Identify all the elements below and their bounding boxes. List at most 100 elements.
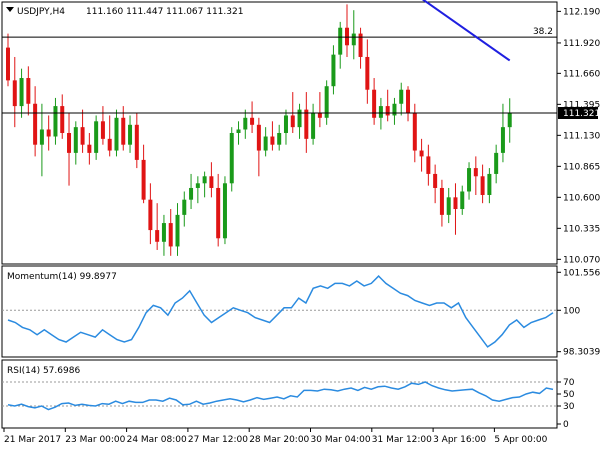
rsi-tick-label: 30 [563, 402, 575, 412]
candle-body-bear [412, 113, 417, 151]
candle-body-bear [216, 187, 221, 239]
candle-body-bear [256, 124, 261, 151]
candle-body-bull [202, 176, 207, 184]
chart-ohlc-values: 111.160 111.447 111.067 111.321 [86, 7, 243, 17]
candle-body-bull [53, 106, 58, 137]
momentum-pane: 101.5566 100 98.3039 [2, 268, 600, 358]
candle-body-bear [473, 168, 478, 177]
candle-body-bull [236, 129, 241, 133]
price-tick-label: 112.190 [563, 7, 600, 17]
candle-body-bear [209, 176, 214, 188]
rsi-tick-label: 70 [563, 378, 575, 388]
candle-body-bull [311, 113, 316, 139]
candle-body-bear [433, 173, 438, 188]
time-tick-label: 28 Mar 20:00 [249, 435, 309, 445]
candle-body-bull [39, 129, 44, 145]
candle-body-bull [500, 127, 505, 153]
price-tick-label: 111.130 [563, 131, 600, 141]
momentum-tick-label: 98.3039 [563, 348, 600, 358]
candle-body-bull [182, 199, 187, 215]
rsi-pane-frame [1, 359, 558, 429]
candle-body-bear [134, 124, 139, 160]
candle-body-bull [283, 115, 288, 133]
candle-body-bull [189, 187, 194, 200]
current-price-tag-label: 111.321 [563, 109, 600, 119]
candle-body-bull [175, 214, 180, 247]
trend-line [421, 0, 511, 62]
candle-body-bull [467, 168, 472, 192]
candle-body-bull [331, 54, 336, 87]
candle-body-bear [12, 80, 17, 107]
time-tick-label: 23 Mar 00:00 [65, 435, 125, 445]
time-tick-label: 27 Mar 12:00 [188, 435, 248, 445]
rsi-tick-label: 50 [563, 390, 575, 400]
price-tick-label: 110.335 [563, 224, 600, 234]
candle-body-bear [372, 89, 377, 118]
candle-body-bull [277, 133, 282, 145]
rsi-tick-label: 0 [563, 420, 569, 430]
rsi-line [7, 381, 554, 411]
candle-body-bear [304, 109, 309, 139]
candle-body-bull [128, 124, 133, 145]
candle-body-bear [155, 230, 160, 242]
candle-body-bear [453, 197, 458, 210]
candle-body-bull [222, 183, 227, 239]
current-price-tag [558, 106, 598, 119]
price-tick-label: 110.865 [563, 162, 600, 172]
momentum-line [7, 275, 554, 348]
candle-body-bull [351, 33, 356, 46]
candle-body-bull [94, 121, 99, 153]
price-candles [6, 4, 512, 256]
candle-body-bear [141, 159, 146, 200]
candle-body-bull [392, 103, 397, 116]
candle-body-bull [507, 112, 512, 128]
candle-body-bull [338, 27, 343, 55]
time-tick-label: 30 Mar 04:00 [311, 435, 371, 445]
time-tick-label: 3 Apr 16:00 [433, 435, 486, 445]
candle-body-bear [317, 113, 322, 118]
candle-body-bear [6, 47, 10, 81]
candle-body-bull [494, 152, 499, 174]
time-tick-label: 21 Mar 2017 [4, 435, 61, 445]
chart-symbol-label: USDJPY,H4 [17, 7, 65, 17]
momentum-tick-label: 100 [563, 306, 580, 316]
candle-body-bear [121, 117, 126, 145]
candle-body-bear [365, 56, 370, 90]
candle-body-bear [168, 223, 173, 247]
momentum-pane-frame [1, 265, 558, 358]
candle-body-bear [100, 121, 105, 139]
candle-body-bull [243, 117, 248, 130]
candle-body-bear [426, 156, 431, 174]
rsi-pane: 70 50 30 0 [2, 378, 575, 430]
candle-body-bull [263, 136, 268, 151]
candle-body-bull [161, 223, 166, 242]
candle-body-bear [270, 136, 275, 145]
candle-body-bear [250, 117, 255, 125]
candle-body-bear [107, 138, 112, 151]
price-tick-label: 111.395 [563, 100, 600, 110]
time-tick-label: 24 Mar 08:00 [127, 435, 187, 445]
candle-body-bear [480, 176, 485, 195]
candle-body-bull [229, 133, 234, 184]
price-axis: 112.190 111.920 111.660 111.395 111.130 110.8… [557, 7, 600, 265]
fib-38-2-label: 38.2 [533, 27, 553, 37]
price-pane-frame [1, 1, 558, 265]
candle-body-bull [114, 117, 119, 151]
candle-body-bull [297, 109, 302, 128]
price-tick-label: 110.070 [563, 255, 600, 265]
candle-body-bear [80, 127, 85, 145]
price-tick-label: 111.920 [563, 39, 600, 49]
momentum-tick-label: 101.5566 [563, 268, 600, 278]
candle-body-bear [345, 27, 349, 46]
chart-header-arrow-icon [6, 7, 14, 12]
candle-body-bear [148, 199, 153, 231]
candle-body-bear [406, 89, 411, 114]
price-tick-label: 110.600 [563, 193, 600, 203]
price-tick-label: 111.660 [563, 69, 600, 79]
candle-body-bull [324, 86, 329, 118]
candle-body-bull [195, 183, 200, 188]
candle-body-bear [46, 129, 51, 137]
candle-body-bear [60, 106, 65, 133]
